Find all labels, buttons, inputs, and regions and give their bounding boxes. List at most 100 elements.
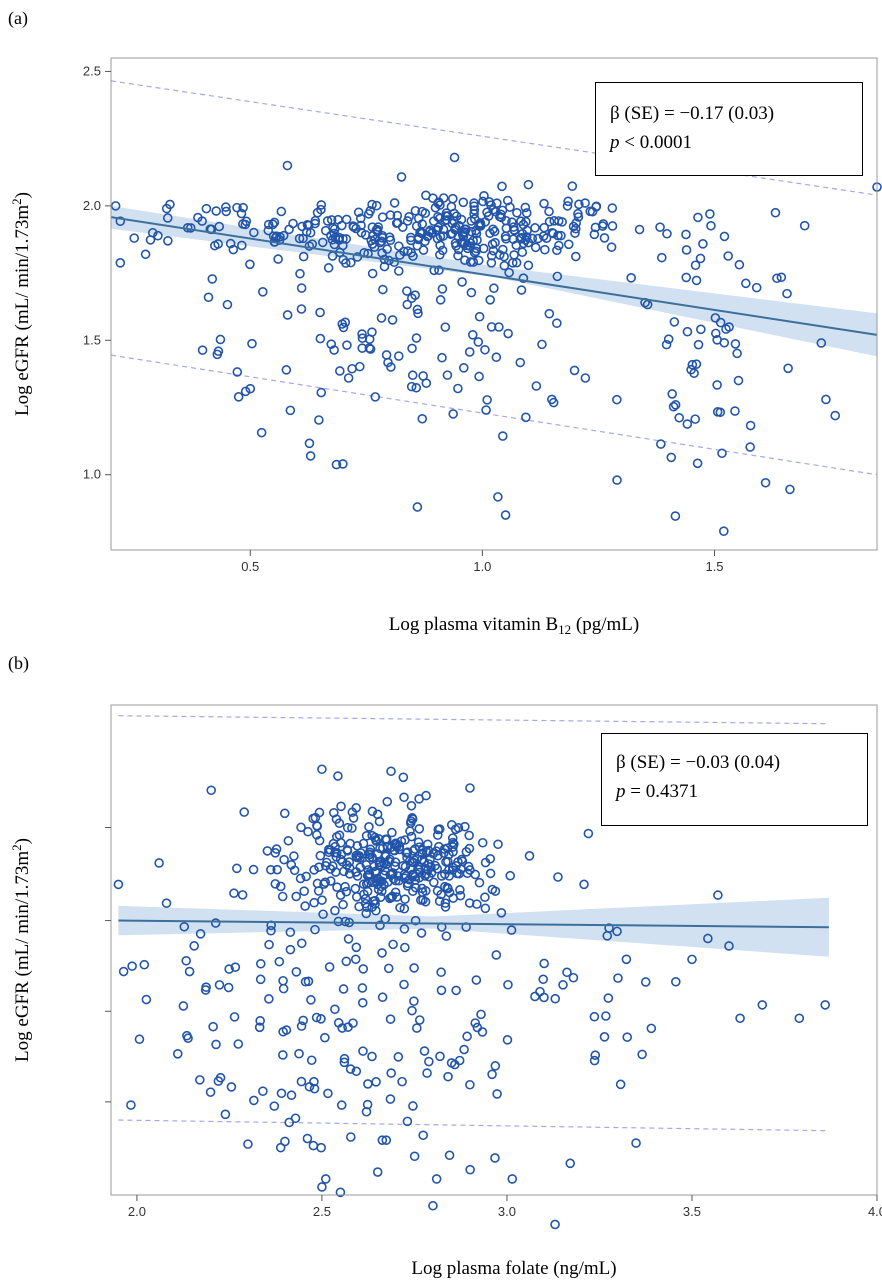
data-point bbox=[612, 394, 622, 405]
data-point bbox=[255, 1016, 265, 1026]
data-point bbox=[316, 1142, 326, 1153]
data-point bbox=[544, 216, 555, 227]
data-point bbox=[205, 1087, 216, 1097]
data-point bbox=[376, 886, 387, 897]
data-point bbox=[434, 824, 445, 834]
y-tick-label: 1.0 bbox=[83, 467, 101, 482]
data-point bbox=[357, 329, 367, 339]
data-point bbox=[417, 413, 428, 424]
data-point bbox=[421, 790, 431, 801]
lower-prediction-limit bbox=[118, 1119, 829, 1132]
data-point bbox=[696, 324, 706, 335]
data-point bbox=[735, 1013, 745, 1024]
data-point bbox=[337, 319, 348, 329]
data-point bbox=[354, 851, 364, 861]
x-axis-label: Log plasma folate (ng/mL) bbox=[411, 1258, 616, 1279]
data-point bbox=[404, 211, 414, 222]
data-point bbox=[343, 373, 354, 383]
data-point bbox=[783, 363, 793, 374]
data-point bbox=[126, 1100, 136, 1110]
data-point bbox=[464, 830, 474, 841]
data-point bbox=[336, 1100, 347, 1110]
data-point bbox=[531, 381, 542, 391]
data-point bbox=[695, 253, 706, 264]
data-point bbox=[172, 1048, 183, 1059]
data-point bbox=[442, 215, 452, 225]
data-point bbox=[613, 973, 623, 983]
data-point bbox=[637, 1049, 647, 1060]
data-point bbox=[281, 365, 292, 375]
data-point bbox=[249, 227, 259, 238]
data-point bbox=[409, 1151, 420, 1162]
data-point bbox=[387, 891, 398, 902]
data-point bbox=[411, 221, 422, 231]
data-point bbox=[440, 322, 451, 332]
data-point bbox=[377, 1135, 388, 1145]
x-tick-label: 4.0 bbox=[868, 1204, 882, 1219]
data-point bbox=[358, 1046, 368, 1056]
data-point bbox=[480, 857, 491, 868]
data-point bbox=[298, 1015, 309, 1026]
data-point bbox=[413, 837, 424, 847]
data-point bbox=[346, 1132, 356, 1142]
data-point bbox=[277, 891, 288, 902]
data-point bbox=[272, 864, 283, 875]
data-point bbox=[229, 888, 239, 899]
data-point bbox=[201, 203, 212, 214]
data-point bbox=[330, 905, 340, 916]
data-point bbox=[385, 1094, 396, 1104]
data-point bbox=[386, 766, 396, 777]
data-point bbox=[462, 868, 473, 878]
data-point bbox=[469, 209, 479, 219]
data-point bbox=[406, 381, 417, 392]
data-point bbox=[317, 895, 327, 905]
data-point bbox=[340, 916, 351, 927]
data-point bbox=[719, 231, 730, 242]
data-point bbox=[505, 870, 516, 881]
data-point bbox=[419, 1046, 430, 1056]
data-point bbox=[379, 261, 390, 272]
scatter-plot-vitamin-b12: 0.5 1.0 1.5 1.0 1.5 2.0 2.5 Log plasma vitamin … bbox=[9, 57, 882, 637]
data-point bbox=[296, 1021, 307, 1031]
data-point bbox=[304, 1081, 315, 1092]
data-point bbox=[458, 197, 469, 208]
data-point bbox=[342, 846, 353, 856]
data-point bbox=[357, 997, 368, 1008]
data-point bbox=[320, 877, 331, 888]
data-point bbox=[462, 1031, 472, 1042]
data-point bbox=[563, 196, 573, 207]
data-point bbox=[478, 196, 488, 207]
data-point bbox=[414, 823, 425, 834]
data-point bbox=[141, 994, 152, 1005]
data-point bbox=[691, 275, 702, 286]
x-axis-label-main: Log plasma folate (ng/mL) bbox=[411, 1258, 616, 1279]
data-point bbox=[211, 1039, 221, 1050]
data-point bbox=[506, 925, 517, 935]
data-point bbox=[352, 840, 363, 851]
data-point bbox=[396, 836, 407, 846]
data-point bbox=[465, 1079, 475, 1090]
data-point bbox=[215, 334, 226, 345]
data-point bbox=[226, 1082, 237, 1092]
data-point bbox=[443, 856, 453, 867]
data-point bbox=[496, 907, 507, 918]
data-point bbox=[435, 231, 446, 242]
data-point bbox=[485, 228, 495, 238]
data-point bbox=[435, 295, 446, 305]
data-point bbox=[245, 259, 255, 270]
data-point bbox=[719, 337, 730, 348]
data-point bbox=[412, 502, 423, 512]
data-point bbox=[233, 1039, 244, 1049]
data-point bbox=[278, 1026, 288, 1037]
data-point bbox=[364, 847, 375, 857]
data-point bbox=[430, 202, 441, 213]
data-point bbox=[127, 961, 137, 971]
data-point bbox=[469, 205, 480, 215]
data-point bbox=[580, 373, 591, 383]
data-point bbox=[332, 831, 342, 842]
data-point bbox=[342, 822, 353, 833]
data-point bbox=[269, 217, 280, 228]
y-tick-label: 1.5 bbox=[83, 332, 101, 347]
data-point bbox=[184, 966, 195, 977]
data-point bbox=[457, 856, 468, 867]
